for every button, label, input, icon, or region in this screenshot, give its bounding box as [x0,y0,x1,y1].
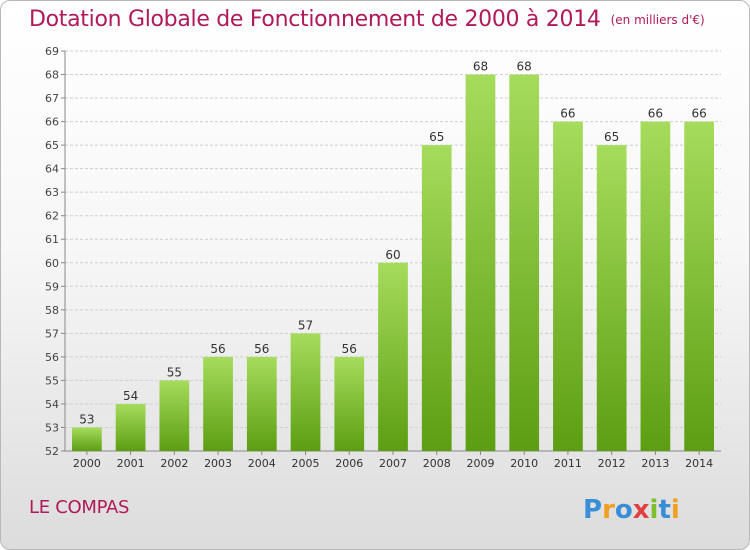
chart-title: Dotation Globale de Fonctionnement de 20… [29,7,601,32]
data-label-2012: 65 [604,130,619,144]
y-tick-label: 57 [45,327,59,340]
bar-2012 [596,145,627,451]
x-tick-label-2000: 2000 [73,457,101,470]
chart-unit: (en milliers d'€) [610,13,705,27]
y-tick-label: 55 [45,374,59,387]
y-tick-label: 69 [45,45,59,58]
y-tick-label: 62 [45,210,59,223]
data-label-2011: 66 [560,107,575,121]
y-tick-label: 53 [45,421,59,434]
bar-2006 [334,356,365,451]
bar-2013 [640,121,671,452]
bar-2009 [465,74,496,451]
data-label-2014: 66 [691,107,706,121]
y-tick-label: 60 [45,257,59,270]
x-tick-label-2004: 2004 [248,457,276,470]
title-row: Dotation Globale de Fonctionnement de 20… [29,7,705,32]
y-tick-label: 58 [45,304,59,317]
x-tick-label-2010: 2010 [510,457,538,470]
bar-2008 [421,145,452,451]
data-label-2005: 57 [298,318,313,332]
x-tick-label-2009: 2009 [466,457,494,470]
y-tick-label: 68 [45,69,59,82]
commune-name: LE COMPAS [29,497,130,518]
data-label-2013: 66 [648,107,663,121]
y-tick-label: 54 [45,398,59,411]
y-tick-label: 56 [45,351,59,364]
y-tick-label: 63 [45,186,59,199]
data-labels: 53 54 55 56 56 57 56 60 65 68 68 66 65 66 66 [79,60,707,427]
data-label-2003: 56 [210,342,225,356]
bar-2007 [378,262,408,451]
y-tick-label: 59 [45,280,59,293]
y-tick-label: 67 [45,92,59,105]
x-tick-label-2005: 2005 [292,457,320,470]
svg-text:Proxiti: Proxiti [583,495,680,525]
proxiti-logo-mark: Proxiti [583,495,680,525]
bar-2000 [71,427,102,451]
data-label-2006: 56 [342,342,357,356]
bar-2011 [553,121,583,452]
data-label-2009: 68 [473,60,488,74]
proxiti-logo: Proxiti [583,491,693,531]
x-tick-label-2001: 2001 [117,457,145,470]
y-tick-label: 61 [45,233,59,246]
x-tick-label-2006: 2006 [335,457,363,470]
x-tick-label-2007: 2007 [379,457,407,470]
y-tick-label: 64 [45,163,59,176]
x-tick-label-2003: 2003 [204,457,232,470]
x-tick-label-2002: 2002 [160,457,188,470]
bar-2002 [159,380,190,451]
y-tick-label: 65 [45,139,59,152]
data-label-2000: 53 [79,412,94,426]
data-label-2008: 65 [429,130,444,144]
x-tick-label-2011: 2011 [554,457,582,470]
x-tick-label-2008: 2008 [423,457,451,470]
data-label-2004: 56 [254,342,269,356]
bar-2014 [684,121,715,452]
data-label-2002: 55 [167,365,182,379]
bar-2004 [246,356,277,451]
bars [71,74,715,452]
bar-2001 [115,403,146,451]
data-label-2001: 54 [123,389,138,403]
x-tick-label-2013: 2013 [641,457,669,470]
bar-2005 [290,333,321,451]
x-tick-label-2012: 2012 [598,457,626,470]
y-tick-label: 52 [45,445,59,458]
y-tick-label: 66 [45,116,59,129]
bar-2010 [509,74,540,451]
bar-chart: 52 53 54 55 56 57 58 59 60 61 62 63 64 65 66 67 68 69 2000… [45,45,721,470]
data-label-2007: 60 [385,248,400,262]
bar-2003 [203,356,233,451]
data-label-2010: 68 [517,60,532,74]
x-tick-label-2014: 2014 [685,457,713,470]
